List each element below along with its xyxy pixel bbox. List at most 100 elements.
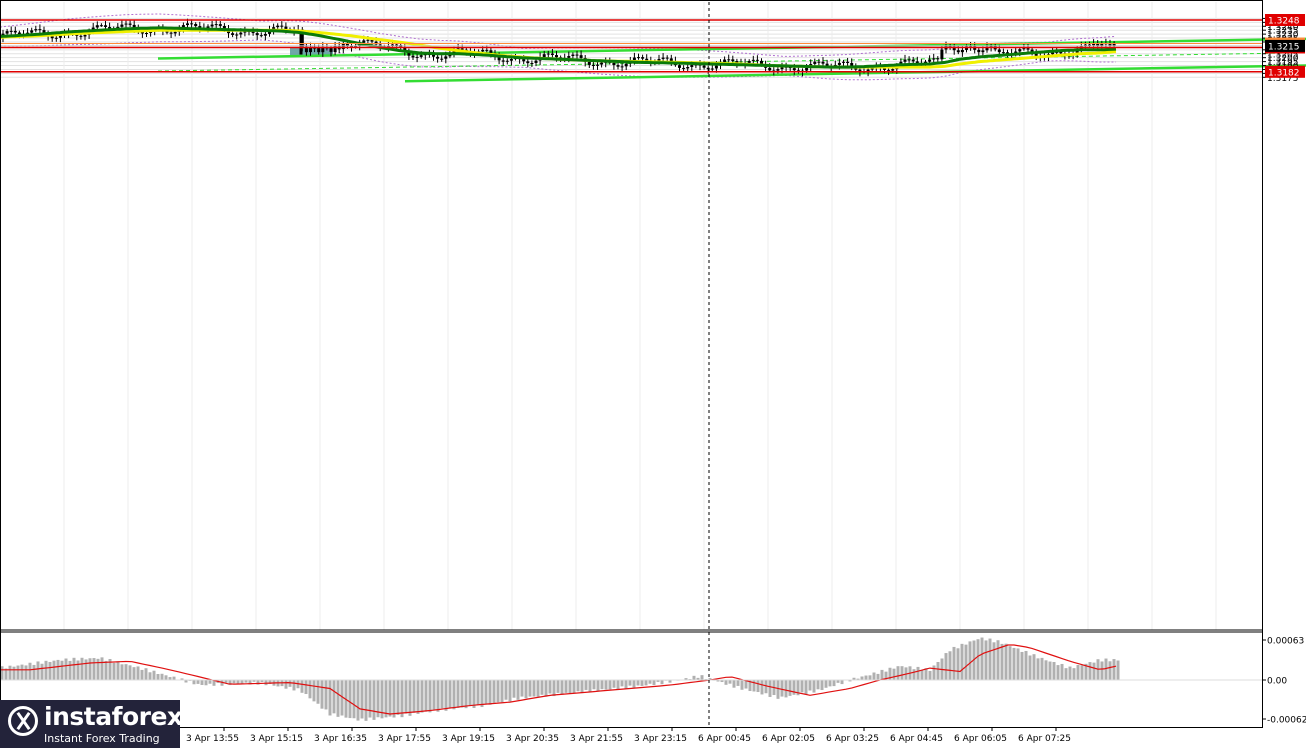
osc-bar	[484, 680, 488, 704]
osc-bar	[708, 678, 712, 680]
osc-bar	[1044, 660, 1048, 680]
candle-body	[624, 63, 628, 67]
candle-body	[505, 60, 509, 62]
moving-averages	[0, 26, 1117, 69]
osc-bar	[924, 668, 928, 680]
osc-bar	[748, 680, 752, 692]
candle-body	[1006, 52, 1009, 54]
time-tick-label: 6 Apr 00:45	[698, 734, 751, 744]
candle-body	[321, 46, 325, 53]
osc-bar	[1092, 662, 1096, 680]
candle-body	[333, 46, 337, 53]
osc-bar	[1028, 655, 1032, 680]
osc-bar	[852, 677, 856, 680]
osc-bar	[316, 680, 320, 704]
candle-body	[821, 61, 825, 64]
osc-bar	[380, 680, 384, 719]
osc-bar	[1032, 654, 1036, 680]
osc-bar	[52, 660, 56, 680]
osc-bar	[588, 680, 592, 693]
osc-bar	[960, 643, 964, 680]
candle-body	[345, 43, 349, 46]
osc-bar	[80, 657, 84, 680]
osc-bar	[252, 680, 256, 682]
candle-body	[140, 31, 144, 34]
osc-bar	[44, 660, 48, 680]
osc-bar	[892, 668, 896, 680]
osc-bar	[684, 678, 688, 680]
osc-bar	[136, 666, 140, 680]
osc-bar	[1088, 662, 1092, 680]
osc-bar	[224, 680, 228, 683]
candle-body	[1108, 44, 1112, 46]
osc-bar	[204, 680, 208, 686]
osc-bar	[1064, 668, 1068, 680]
candle-body	[54, 37, 58, 39]
candle-body	[981, 50, 985, 53]
osc-bar	[268, 680, 272, 685]
osc-bar	[152, 670, 156, 680]
candle-body	[370, 39, 374, 42]
candle-body	[444, 56, 448, 59]
candle-body	[632, 57, 636, 61]
time-tick-label: 3 Apr 13:55	[186, 734, 239, 744]
osc-bar	[236, 680, 240, 684]
candle-body	[985, 46, 989, 51]
candle-body	[186, 23, 189, 26]
candle-body	[239, 32, 243, 35]
osc-bar	[248, 680, 252, 685]
osc-bar	[68, 660, 72, 680]
candle-body	[128, 23, 132, 25]
osc-bar	[336, 680, 340, 717]
osc-bar	[524, 680, 528, 699]
osc-bar	[980, 637, 984, 680]
candle-body	[936, 58, 940, 60]
time-tick-label: 6 Apr 02:05	[762, 734, 815, 744]
osc-bar	[324, 680, 328, 710]
time-tick-label: 3 Apr 20:35	[506, 734, 559, 744]
osc-bar	[932, 665, 936, 680]
candle-body	[235, 34, 239, 36]
candle-body	[735, 61, 739, 64]
candle-body	[104, 25, 107, 27]
time-tick-label: 6 Apr 06:05	[954, 734, 1007, 744]
time-tick-label: 3 Apr 21:55	[570, 734, 623, 744]
osc-bar	[944, 653, 948, 680]
osc-bar	[976, 639, 980, 680]
osc-bar	[464, 680, 468, 709]
osc-bar	[872, 672, 876, 680]
osc-bar	[376, 680, 380, 718]
osc-bar	[668, 680, 672, 683]
osc-bar	[392, 680, 396, 718]
osc-tick-label: 0.00063	[1267, 637, 1304, 647]
osc-bar	[496, 680, 500, 703]
price-tick-label: 1.3205	[1267, 50, 1299, 60]
osc-bar	[644, 680, 648, 686]
osc-bar	[580, 680, 584, 694]
osc-bar	[1108, 661, 1112, 680]
candle-body	[1026, 48, 1030, 50]
chart-frame	[0, 0, 1263, 728]
candle-body	[366, 39, 370, 41]
candle-body	[837, 62, 841, 65]
osc-tick-label: 0.00	[1267, 677, 1287, 687]
osc-bar	[288, 680, 292, 687]
osc-bar	[628, 680, 632, 686]
osc-bar	[968, 641, 972, 680]
candle-body	[362, 40, 366, 43]
instaforex-logo-icon	[8, 706, 38, 736]
osc-bar	[416, 680, 420, 714]
candle-body	[772, 70, 776, 72]
candle-body	[637, 57, 640, 59]
osc-bar	[756, 680, 760, 693]
candle-body	[350, 46, 353, 48]
candle-body	[1088, 44, 1091, 46]
osc-bar	[768, 680, 772, 697]
osc-bar	[560, 680, 564, 695]
osc-bar	[876, 673, 880, 680]
osc-bar	[1008, 646, 1012, 680]
osc-bar	[460, 680, 464, 708]
price-tick-label: 1.3235	[1267, 27, 1299, 37]
candle-body	[706, 67, 710, 70]
